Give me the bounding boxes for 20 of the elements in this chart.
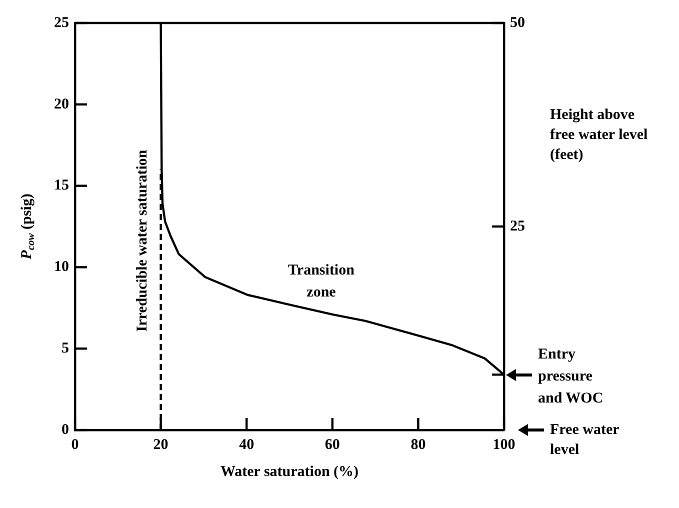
- text: Free water level: [550, 422, 620, 458]
- x-tick-label: 20: [153, 436, 168, 453]
- x-tick-label: 100: [492, 436, 516, 453]
- y-tick-label: 5: [62, 340, 69, 356]
- y2-tick-label: 50: [510, 14, 525, 31]
- y2-tick-label: 25: [510, 218, 525, 234]
- y-tick-label: 10: [54, 259, 69, 276]
- x-tick-label: 60: [324, 436, 340, 453]
- annotation: Irreducible water saturation: [134, 149, 151, 332]
- y-tick-label: 25: [54, 14, 69, 31]
- y-tick-label: 15: [54, 178, 69, 194]
- y-tick-label: 0: [62, 422, 69, 438]
- y-axis-title: Pcow (psig): [18, 194, 38, 260]
- x-tick-label: 40: [239, 436, 254, 453]
- x-tick-label: 80: [410, 436, 426, 453]
- y2-axis-title: Height above free water level (feet): [550, 106, 648, 163]
- annotation: Transition zone: [288, 262, 356, 301]
- annotation: Entry pressure and WOC: [538, 346, 604, 407]
- x-axis-title: Water saturation (%): [220, 464, 359, 480]
- y-tick-label: 20: [54, 96, 69, 112]
